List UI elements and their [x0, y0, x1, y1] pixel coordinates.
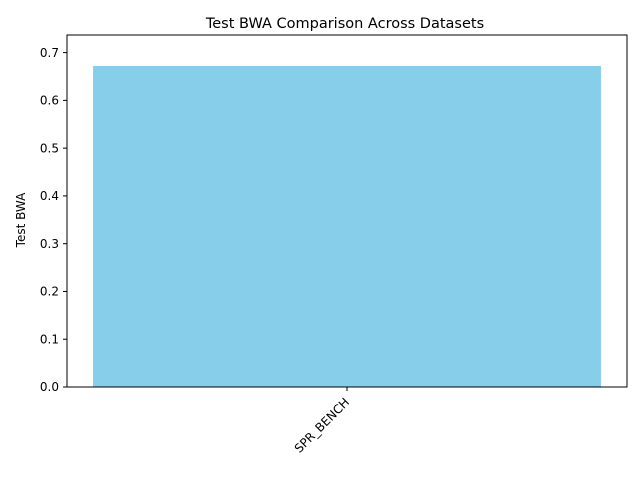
plot-frame	[66, 34, 628, 388]
y-axis-ticks: 0.0 0.1 0.2 0.3 0.4 0.5 0.6 0.7	[40, 46, 67, 394]
x-tick-label: SPR_BENCH	[292, 395, 352, 455]
y-tick-label: 0.6	[40, 94, 59, 108]
y-tick-label: 0.1	[40, 332, 59, 346]
y-tick-label: 0.3	[40, 237, 59, 251]
y-tick-label: 0.0	[40, 380, 59, 394]
chart-title: Test BWA Comparison Across Datasets	[205, 16, 484, 32]
y-axis-label: Test BWA	[14, 192, 28, 248]
y-tick-label: 0.2	[40, 285, 59, 299]
bars-group	[93, 65, 601, 387]
y-tick-label: 0.7	[40, 46, 59, 60]
y-tick-label: 0.4	[40, 189, 59, 203]
x-axis-ticks: SPR_BENCH	[292, 387, 352, 456]
bar-spr-bench	[93, 65, 601, 387]
y-tick-label: 0.5	[40, 141, 59, 155]
